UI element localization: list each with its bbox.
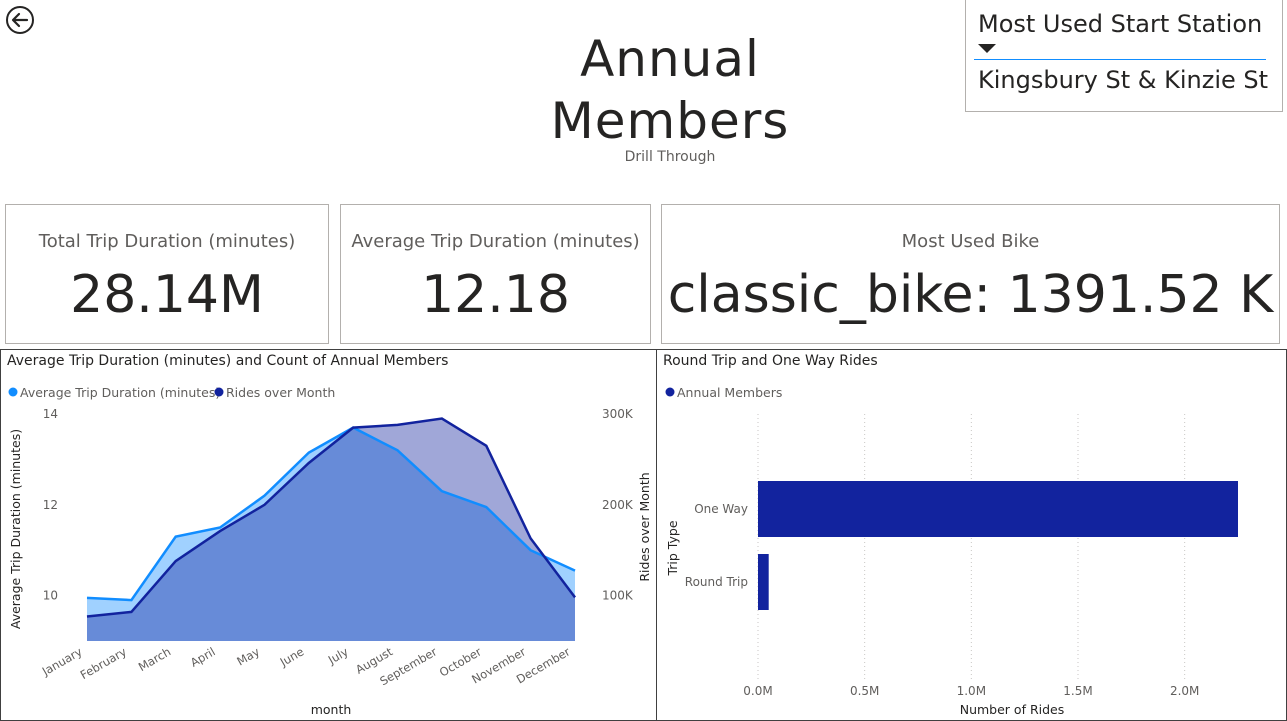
area-avg-duration[interactable] xyxy=(87,427,575,641)
x-tick-label: 1.0M xyxy=(957,684,986,698)
back-arrow-icon xyxy=(6,6,34,34)
y-right-tick-label: 200K xyxy=(602,498,634,512)
y-right-tick-label: 100K xyxy=(602,589,634,603)
chart-title: Round Trip and One Way Rides xyxy=(663,353,878,369)
x-tick-label: 0.5M xyxy=(850,684,879,698)
y-axis-left-title: Average Trip Duration (minutes) xyxy=(8,429,23,629)
area-chart-visual[interactable]: Average Trip Duration (minutes) and Coun… xyxy=(0,349,658,721)
legend-marker-rides xyxy=(214,387,224,397)
x-tick-label: May xyxy=(234,644,262,668)
bar-round-trip[interactable] xyxy=(758,554,769,610)
x-tick-label: June xyxy=(277,644,307,669)
x-axis-title: Number of Rides xyxy=(960,702,1065,717)
bar-chart: Annual Members Trip Type Number of Rides… xyxy=(665,385,1238,717)
card-value: classic_bike: 1391.52 K xyxy=(667,265,1274,325)
slicer-divider xyxy=(974,59,1266,60)
x-axis-title: month xyxy=(311,702,352,717)
card-label: Most Used Bike xyxy=(901,231,1040,252)
y-left-tick-label: 10 xyxy=(43,589,58,603)
line-rides[interactable] xyxy=(86,417,576,618)
chart-title: Average Trip Duration (minutes) and Coun… xyxy=(7,353,449,369)
legend-label-avg-duration[interactable]: Average Trip Duration (minutes) xyxy=(20,385,220,400)
card-label: Total Trip Duration (minutes) xyxy=(38,231,296,252)
x-tick-label: April xyxy=(188,644,218,669)
bar-one-way[interactable] xyxy=(758,481,1238,537)
card-total-trip-duration: Total Trip Duration (minutes) 28.14M xyxy=(5,204,329,344)
x-tick-label: 2.0M xyxy=(1170,684,1199,698)
area-chart: Average Trip Duration (minutes) Rides ov… xyxy=(8,385,652,717)
y-tick-label: One Way xyxy=(694,502,748,516)
x-tick-label: 0.0M xyxy=(743,684,772,698)
area-rides[interactable] xyxy=(87,418,575,642)
y-left-tick-label: 12 xyxy=(43,498,58,512)
slicer-header: Most Used Start Station xyxy=(978,10,1263,38)
card-average-trip-duration: Average Trip Duration (minutes) 12.18 xyxy=(340,204,651,344)
x-tick-label: July xyxy=(325,644,351,667)
legend-marker-avg-duration xyxy=(8,387,18,397)
x-tick-label: March xyxy=(136,644,173,674)
back-button[interactable] xyxy=(4,4,36,36)
line-avg-duration[interactable] xyxy=(86,426,576,602)
legend-marker-annual-members xyxy=(665,387,675,397)
slicer-selected-value[interactable]: Kingsbury St & Kinzie St xyxy=(978,66,1269,94)
bar-chart-visual[interactable]: Round Trip and One Way Rides Annual Memb… xyxy=(656,349,1287,721)
y-axis-title: Trip Type xyxy=(665,520,680,576)
card-value: 28.14M xyxy=(70,265,264,325)
page-title-line2: Members xyxy=(550,92,790,150)
x-tick-label: January xyxy=(39,644,85,679)
x-tick-label: 1.5M xyxy=(1063,684,1092,698)
legend-label-rides[interactable]: Rides over Month xyxy=(226,385,335,400)
card-label: Average Trip Duration (minutes) xyxy=(351,231,640,252)
card-value: 12.18 xyxy=(421,265,570,325)
start-station-slicer[interactable]: Most Used Start Station Kingsbury St & K… xyxy=(965,0,1283,112)
legend-label-annual-members[interactable]: Annual Members xyxy=(677,385,782,400)
y-tick-label: Round Trip xyxy=(685,575,748,589)
y-left-tick-label: 14 xyxy=(43,407,58,421)
x-tick-label: February xyxy=(78,644,129,682)
page-subtitle: Drill Through xyxy=(624,149,716,165)
y-right-tick-label: 300K xyxy=(602,407,634,421)
card-most-used-bike: Most Used Bike classic_bike: 1391.52 K xyxy=(661,204,1280,344)
page-title: Annual Members xyxy=(460,28,880,152)
caret-down-icon[interactable] xyxy=(978,44,996,53)
y-axis-right-title: Rides over Month xyxy=(637,472,652,581)
page-title-line1: Annual xyxy=(580,30,760,88)
